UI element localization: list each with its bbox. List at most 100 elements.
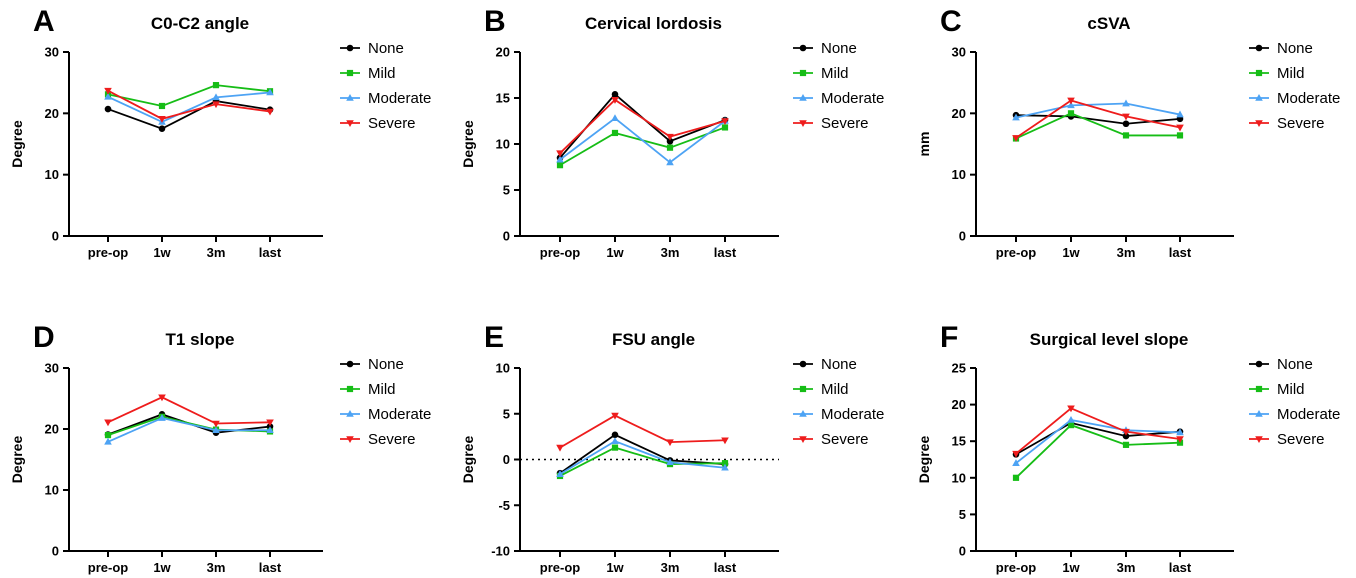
data-point-mild	[1176, 132, 1184, 139]
data-point-moderate	[212, 93, 220, 101]
y-tick-label: 20	[952, 397, 966, 412]
data-point-mild	[158, 102, 166, 110]
series-line-severe	[1015, 99, 1181, 139]
y-tick-label: 5	[503, 406, 510, 421]
data-point-moderate	[556, 155, 564, 163]
data-point-severe	[556, 444, 564, 452]
data-point-mild	[721, 460, 729, 467]
panel-letter: B	[484, 5, 506, 38]
legend-marker-severe	[346, 120, 354, 127]
data-point-moderate	[1176, 428, 1184, 436]
legend-marker-none	[346, 44, 354, 52]
panel-f: F Surgical level slope 0 5 10 15 20 25 Degree pre…	[916, 321, 1340, 575]
data-point-moderate	[666, 458, 674, 466]
legend: None Mild Moderate Severe	[793, 40, 884, 132]
panel-e: E FSU angle -10 -5 0 5 10 Degree pre-op 1w 3m last N…	[460, 321, 884, 575]
x-tick-label: 3m	[207, 560, 226, 575]
x-tick-label: last	[714, 560, 737, 575]
legend-label-moderate: Moderate	[821, 406, 884, 423]
series-line-moderate	[1015, 102, 1181, 119]
x-tick-label: last	[1169, 560, 1192, 575]
y-tick-label: 0	[959, 229, 966, 244]
data-point-severe	[556, 150, 564, 158]
data-point-none	[666, 137, 674, 145]
data-point-severe	[1012, 450, 1020, 458]
data-point-severe	[212, 101, 220, 109]
legend-label-severe: Severe	[1277, 431, 1325, 448]
legend-marker-severe	[1255, 436, 1263, 443]
y-tick-label: 0	[503, 452, 510, 467]
legend: None Mild Moderate Severe	[340, 40, 431, 132]
x-tick-label: last	[714, 245, 737, 260]
x-tick-label: 1w	[1062, 560, 1080, 575]
legend-label-none: None	[821, 356, 857, 373]
legend-marker-none	[346, 360, 354, 368]
x-tick-label: 1w	[153, 560, 171, 575]
y-axis-label: Degree	[916, 436, 932, 484]
data-point-severe	[212, 420, 220, 428]
chart-title: C0-C2 angle	[151, 14, 249, 33]
legend-marker-none	[1255, 360, 1263, 368]
y-tick-label: 15	[496, 91, 510, 106]
x-tick-label: last	[1169, 245, 1192, 260]
panel-letter: F	[940, 321, 958, 354]
x-tick-label: 1w	[153, 245, 171, 260]
data-point-severe	[1122, 428, 1130, 436]
y-axis-label: Degree	[9, 436, 25, 484]
x-tick-label: pre-op	[996, 560, 1037, 575]
data-point-moderate	[1012, 113, 1020, 121]
y-tick-label: 0	[503, 229, 510, 244]
legend-marker-moderate	[346, 94, 354, 101]
legend-label-severe: Severe	[368, 431, 416, 448]
x-tick-label: 3m	[661, 560, 680, 575]
x-tick-label: pre-op	[540, 560, 581, 575]
data-point-moderate	[158, 414, 166, 421]
data-point-moderate	[1012, 459, 1020, 466]
y-tick-label: 0	[52, 544, 59, 559]
legend-marker-mild	[799, 69, 807, 77]
x-tick-label: pre-op	[88, 245, 129, 260]
legend-marker-severe	[799, 436, 807, 443]
data-point-mild	[1067, 110, 1075, 117]
data-point-moderate	[212, 426, 220, 434]
legend-label-severe: Severe	[821, 431, 869, 448]
legend-label-mild: Mild	[821, 65, 849, 82]
legend-marker-moderate	[799, 94, 807, 101]
y-tick-label: 10	[496, 137, 510, 152]
data-point-moderate	[266, 426, 274, 434]
data-point-moderate	[721, 463, 729, 471]
legend-label-mild: Mild	[368, 381, 396, 398]
chart-title: Surgical level slope	[1030, 330, 1189, 349]
legend-label-none: None	[1277, 40, 1313, 57]
y-tick-label: 10	[45, 167, 59, 182]
x-tick-label: pre-op	[996, 245, 1037, 260]
y-tick-label: 30	[45, 361, 59, 376]
data-point-severe	[1012, 135, 1020, 142]
y-tick-label: 5	[503, 183, 510, 198]
data-point-moderate	[556, 470, 564, 477]
data-point-severe	[104, 87, 112, 95]
data-point-moderate	[1122, 99, 1130, 107]
legend-label-severe: Severe	[1277, 115, 1325, 132]
series-line-moderate	[107, 91, 271, 123]
chart-title: cSVA	[1087, 14, 1130, 33]
y-axis-label: Degree	[460, 436, 476, 484]
y-tick-label: 30	[952, 45, 966, 60]
legend-marker-moderate	[799, 410, 807, 417]
data-point-severe	[666, 439, 674, 447]
data-point-severe	[721, 437, 729, 445]
data-point-moderate	[1176, 110, 1184, 118]
data-point-mild	[666, 144, 674, 151]
y-tick-label: 10	[952, 470, 966, 485]
data-point-severe	[1067, 405, 1075, 413]
legend-label-none: None	[821, 40, 857, 57]
legend-label-none: None	[368, 40, 404, 57]
legend-marker-none	[799, 44, 807, 52]
data-point-severe	[611, 412, 619, 420]
data-point-none	[611, 431, 619, 439]
data-point-moderate	[666, 158, 674, 166]
data-point-severe	[1067, 97, 1075, 105]
data-point-mild	[1122, 132, 1130, 139]
series-line-none	[1015, 421, 1181, 456]
y-tick-label: 30	[45, 45, 59, 60]
